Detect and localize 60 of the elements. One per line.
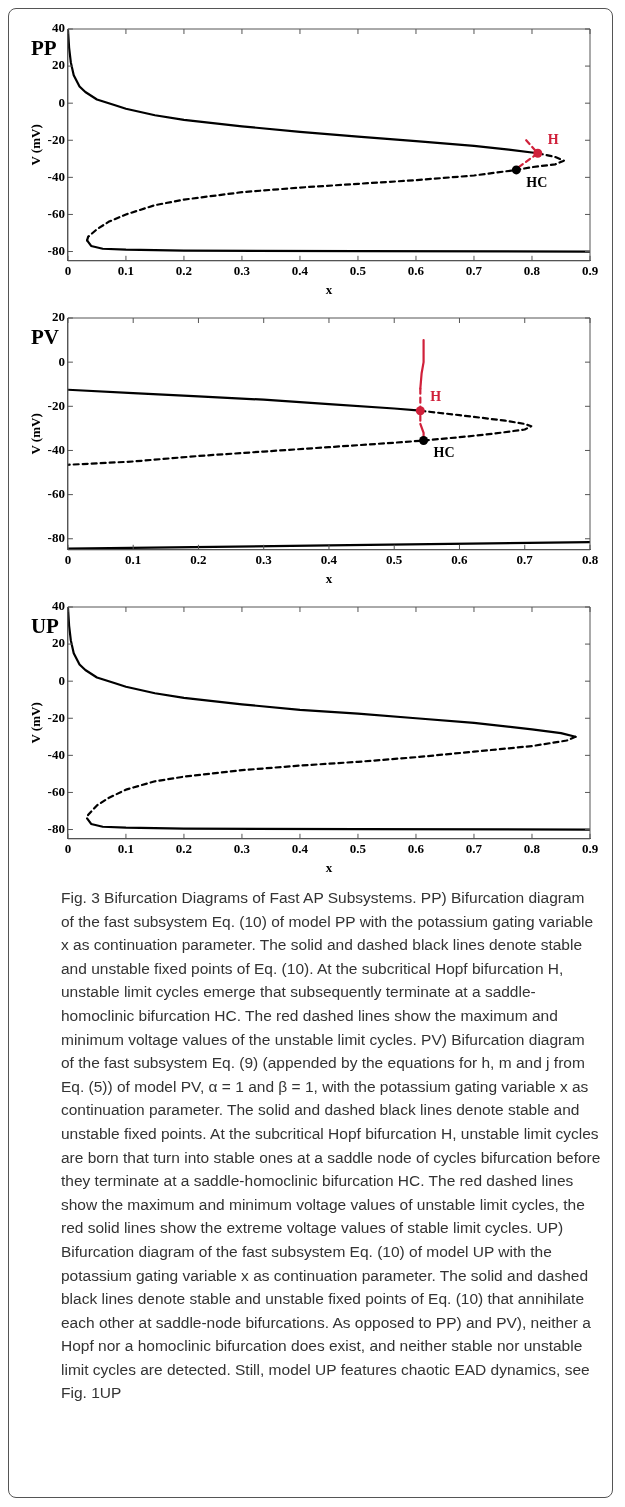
x-tick-label: 0.4 <box>320 551 338 567</box>
x-tick-label: 0.2 <box>190 551 207 567</box>
y-axis-title: V (mV) <box>28 413 44 455</box>
x-tick-label: 0.7 <box>516 551 534 567</box>
y-tick-label: 40 <box>51 20 65 36</box>
y-tick-label: -40 <box>47 168 65 184</box>
x-tick-label: 0.1 <box>117 840 135 856</box>
x-tick-label: 0.7 <box>465 840 483 856</box>
y-tick-label: -60 <box>47 485 65 501</box>
y-tick-label: -20 <box>47 131 65 147</box>
x-tick-label: 0.9 <box>581 840 599 856</box>
y-tick-label: -80 <box>47 242 65 258</box>
x-axis-title: x <box>325 281 333 297</box>
x-tick-label: 0.5 <box>386 551 403 567</box>
x-tick-label: 0.9 <box>581 262 599 278</box>
chart-title: PP <box>30 35 57 60</box>
y-tick-label: 0 <box>58 353 65 369</box>
x-tick-label: 0.6 <box>407 262 425 278</box>
x-tick-label: 0.8 <box>523 840 541 856</box>
x-axis-title: x <box>325 859 333 875</box>
x-tick-label: 0.8 <box>523 262 541 278</box>
y-tick-label: 0 <box>58 94 65 110</box>
y-tick-label: -40 <box>47 441 65 457</box>
x-tick-label: 0.6 <box>451 551 469 567</box>
y-tick-label: -80 <box>47 820 65 836</box>
y-tick-label: -60 <box>47 783 65 799</box>
y-tick-label: -60 <box>47 205 65 221</box>
x-tick-label: 0.3 <box>233 262 251 278</box>
x-axis-title: x <box>325 570 333 586</box>
y-tick-label: 20 <box>51 635 65 651</box>
y-tick-label: 0 <box>58 672 65 688</box>
x-tick-label: 0.5 <box>349 840 367 856</box>
y-axis-title: V (mV) <box>28 702 44 744</box>
y-axis-title: V (mV) <box>28 124 44 166</box>
x-tick-label: 0.2 <box>175 262 193 278</box>
text: Fig. 3 Bifurcation Diagrams of Fast AP Subsystems. PP) Bifurcation diagram of the fast subsystem Eq. (10) of model PP with the potassium gating variable x as continuation parameter. The solid and dashed black lines denote stable and unstable fixed points of Eq. (10). At the subcritical Hopf bifurcation H, unstable limit cycles emerge that subsequently terminate at a saddle-homoclinic bifurcation HC. The red dashed lines show the maximum and minimum voltage values of the unstable limit cycles. PV) Bifurcation diagram of the fast subsystem Eq. (9) (appended by the equations for h, m and j from Eq. (5)) of model PV, α = 1 and β = 1, with the potassium gating variable x as continuation parameter. The solid and dashed black lines denote stable and unstable fixed points. At the subcritical Hopf bifurcation H, unstable limit cycles are born that turn into stable ones at a saddle node of cycles bifurcation before they terminate at a saddle-homoclinic bifurcation HC. The red dashed lines show the maximum and minimum voltage values of unstable limit cycles, the red solid lines show the extreme voltage values of stable limit cycles. UP) Bifurcation diagram of the fast subsystem Eq. (10) of model UP with the potassium gating variable x as continuation parameter. The solid and dashed black lines denote stable and unstable fixed points of Eq. (10) that annihilate each other at saddle-node bifurcations. As opposed to PP) and PV), neither a Hopf nor a homoclinic bifurcation does exist, and neither stable nor unstable limit cycles are detected. Still, model UP features chaotic EAD dynamics, see Fig. 1UP <box>61 889 601 1402</box>
x-tick-label: 0.7 <box>465 262 483 278</box>
annotation: HC <box>433 445 455 461</box>
x-tick-label: 0.3 <box>233 840 251 856</box>
chart-title: UP <box>30 613 60 638</box>
annotation: H <box>547 131 559 147</box>
y-tick-label: -20 <box>47 709 65 725</box>
x-tick-label: 0.1 <box>125 551 142 567</box>
x-tick-label: 0.1 <box>117 262 135 278</box>
x-tick-label: 0.4 <box>291 262 309 278</box>
annotation: H <box>430 389 442 405</box>
x-tick-label: 0.5 <box>349 262 367 278</box>
x-tick-label: 0.3 <box>255 551 273 567</box>
x-tick-label: 0.2 <box>175 840 193 856</box>
x-tick-label: 0.6 <box>407 840 425 856</box>
y-tick-label: 20 <box>51 57 65 73</box>
chart-title: PV <box>30 324 59 349</box>
y-tick-label: 20 <box>51 309 65 325</box>
annotation: HC <box>526 174 548 190</box>
y-tick-label: -40 <box>47 746 65 762</box>
y-tick-label: 40 <box>51 598 65 614</box>
y-tick-label: -80 <box>47 530 65 546</box>
x-tick-label: 0.4 <box>291 840 309 856</box>
y-tick-label: -20 <box>47 397 65 413</box>
x-tick-label: 0.8 <box>581 551 599 567</box>
